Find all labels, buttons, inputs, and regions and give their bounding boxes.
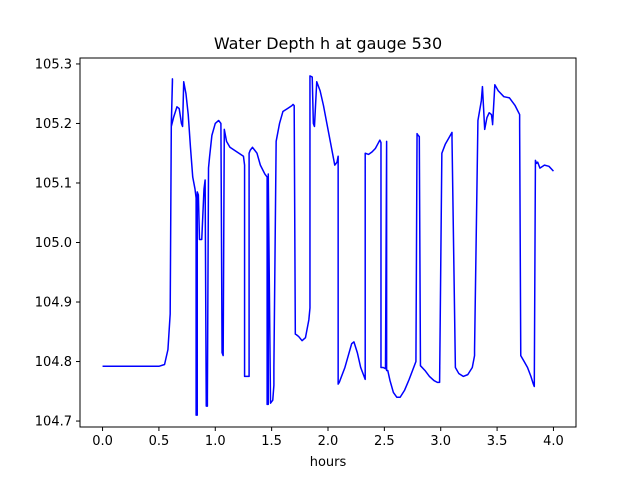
y-tick-label: 104.8 bbox=[35, 355, 72, 370]
x-axis-label: hours bbox=[310, 455, 347, 470]
x-tick-label: 4.0 bbox=[543, 434, 564, 449]
y-tick-label: 104.9 bbox=[35, 296, 72, 311]
y-tick-label: 105.1 bbox=[35, 176, 72, 191]
y-tick-label: 105.0 bbox=[35, 236, 72, 251]
plot-area bbox=[102, 75, 554, 416]
y-tick-label: 105.3 bbox=[35, 57, 72, 72]
x-tick-label: 1.5 bbox=[261, 434, 282, 449]
y-tick-label: 105.2 bbox=[35, 117, 72, 132]
series-line-0 bbox=[102, 75, 554, 416]
x-tick-label: 3.0 bbox=[430, 434, 451, 449]
chart-title: Water Depth h at gauge 530 bbox=[214, 34, 442, 53]
x-axis: 0.0 0.5 1.0 1.5 2.0 2.5 3.0 3.5 4.0 bbox=[92, 427, 564, 449]
x-tick-label: 2.0 bbox=[318, 434, 339, 449]
x-tick-label: 1.0 bbox=[205, 434, 226, 449]
x-tick-label: 2.5 bbox=[374, 434, 395, 449]
y-axis: 104.7 104.8 104.9 105.0 105.1 105.2 105.3 bbox=[35, 57, 80, 430]
y-tick-label: 104.7 bbox=[35, 415, 72, 430]
x-tick-label: 3.5 bbox=[487, 434, 508, 449]
x-tick-label: 0.5 bbox=[149, 434, 170, 449]
x-tick-label: 0.0 bbox=[92, 434, 113, 449]
